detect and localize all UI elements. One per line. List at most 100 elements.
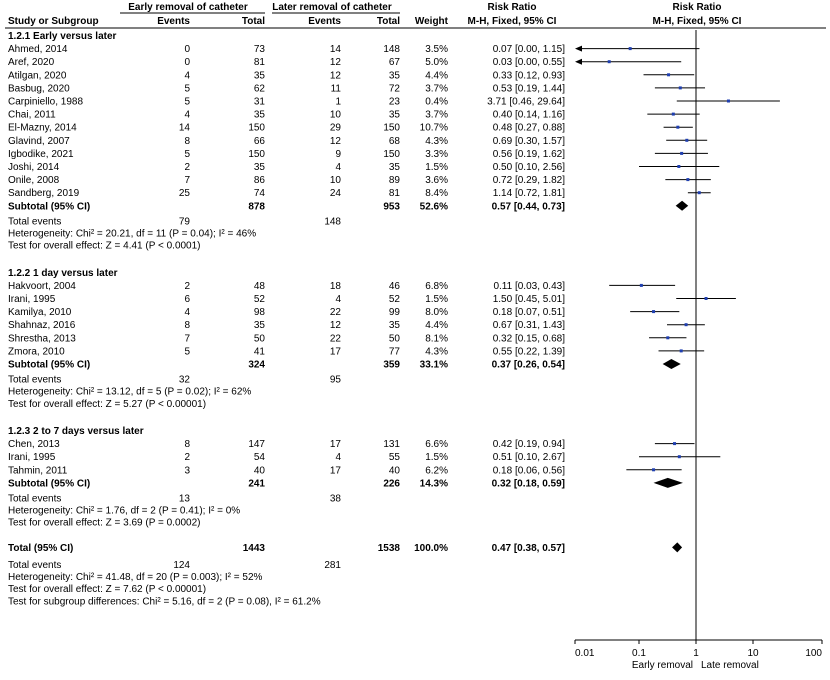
study-weight: 3.5% [425,44,448,55]
early-total: 66 [254,136,266,147]
late-total: 77 [389,346,401,357]
risk-ratio-plot-heading: Risk Ratio [673,2,722,13]
early-events: 5 [184,346,190,357]
total-events-label: Total events [8,375,61,386]
late-group-heading: Later removal of catheter [272,2,392,13]
study-weight: 4.4% [425,70,448,81]
early-total: 52 [254,294,266,305]
plot-area: 0.01 0.1 1 10 100 Early removal Late removal [574,30,823,671]
study-weight: 10.7% [420,123,448,134]
study-risk-ratio-ci: 0.18 [0.07, 0.51] [493,307,566,318]
favours-early-label: Early removal [632,660,693,671]
total-overall-effect-text: Test for overall effect: Z = 7.62 (P < 0… [8,584,206,595]
ci-arrow-left [575,45,582,52]
point-estimate-square [666,336,670,340]
study-weight: 4.3% [425,136,448,147]
early-events: 3 [184,465,190,476]
heterogeneity-text: Heterogeneity: Chi² = 1.76, df = 2 (P = … [8,506,240,517]
late-events: 17 [330,439,342,450]
late-events: 4 [335,162,341,173]
point-estimate-square [607,60,611,64]
subtotal-weight: 14.3% [420,478,448,489]
late-total: 67 [389,57,401,68]
late-events: 17 [330,346,342,357]
point-estimate-square [684,323,688,327]
x-tick-label: 10 [747,648,759,659]
point-estimate-square [685,138,689,142]
late-events-heading: Events [308,16,341,27]
late-total: 72 [389,83,401,94]
weight-heading: Weight [415,16,449,27]
study-name: Atilgan, 2020 [8,70,67,81]
total-late-total: 1538 [378,543,401,554]
early-total: 41 [254,346,266,357]
study-weight: 5.0% [425,57,448,68]
late-events: 10 [330,110,342,121]
total-events-early: 32 [179,375,191,386]
x-tick-label: 0.01 [575,648,595,659]
study-name: Igbodike, 2021 [8,149,74,160]
early-total: 150 [248,149,265,160]
early-events: 2 [184,452,190,463]
study-name: Joshi, 2014 [8,162,60,173]
overall-effect-text: Test for overall effect: Z = 5.27 (P < 0… [8,399,206,410]
subtotal-weight: 33.1% [420,360,448,371]
study-name: Basbug, 2020 [8,83,70,94]
subtotal-label: Subtotal (95% CI) [8,478,90,489]
early-total: 62 [254,83,266,94]
point-estimate-square [704,297,708,300]
early-events: 2 [184,281,190,292]
total-weight: 100.0% [414,543,448,554]
subtotal-risk-ratio-ci: 0.57 [0.44, 0.73] [492,201,565,212]
point-estimate-square [726,99,730,103]
study-risk-ratio-ci: 0.53 [0.19, 1.44] [493,83,566,94]
total-diamond [672,542,683,553]
study-risk-ratio-ci: 0.33 [0.12, 0.93] [493,70,566,81]
subtotal-late-total: 226 [383,478,400,489]
late-total: 40 [389,465,401,476]
x-tick-label: 100 [805,648,822,659]
subtotal-late-total: 359 [383,360,400,371]
total-events-label: Total events [8,216,61,227]
grand-total-events-label: Total events [8,560,61,571]
late-events: 22 [330,333,342,344]
study-name: Irani, 1995 [8,294,56,305]
subtotal-risk-ratio-ci: 0.37 [0.26, 0.54] [492,360,565,371]
early-events: 25 [179,188,191,199]
study-name: Shrestha, 2013 [8,333,76,344]
study-risk-ratio-ci: 0.32 [0.15, 0.68] [493,333,566,344]
study-name: Shahnaz, 2016 [8,320,76,331]
study-weight: 6.2% [425,465,448,476]
late-events: 24 [330,188,342,199]
early-total: 98 [254,307,266,318]
subtotal-diamond [653,477,683,488]
early-events: 4 [184,307,190,318]
late-events: 12 [330,320,342,331]
early-events: 5 [184,83,190,94]
study-risk-ratio-ci: 0.50 [0.10, 2.56] [493,162,566,173]
late-total: 150 [383,123,400,134]
late-events: 18 [330,281,342,292]
study-name: Kamilya, 2010 [8,307,72,318]
study-weight: 8.0% [425,307,448,318]
late-events: 1 [335,97,341,108]
risk-ratio-heading: Risk Ratio [488,2,537,13]
early-total: 74 [254,188,266,199]
subtotal-late-total: 953 [383,201,400,212]
total-events-early: 79 [179,216,191,227]
late-total: 35 [389,110,401,121]
late-total: 55 [389,452,401,463]
study-weight: 3.3% [425,149,448,160]
subtotal-label: Subtotal (95% CI) [8,360,90,371]
study-name: Hakvoort, 2004 [8,281,76,292]
study-risk-ratio-ci: 0.48 [0.27, 0.88] [493,123,566,134]
total-risk-ratio-ci: 0.47 [0.38, 0.57] [492,543,565,554]
study-weight: 6.6% [425,439,448,450]
subgroup-title: 1.2.2 1 day versus later [8,268,118,279]
late-events: 4 [335,452,341,463]
study-weight: 8.4% [425,188,448,199]
total-label: Total (95% CI) [8,543,73,554]
late-total: 99 [389,307,401,318]
late-events: 12 [330,70,342,81]
study-weight: 6.8% [425,281,448,292]
